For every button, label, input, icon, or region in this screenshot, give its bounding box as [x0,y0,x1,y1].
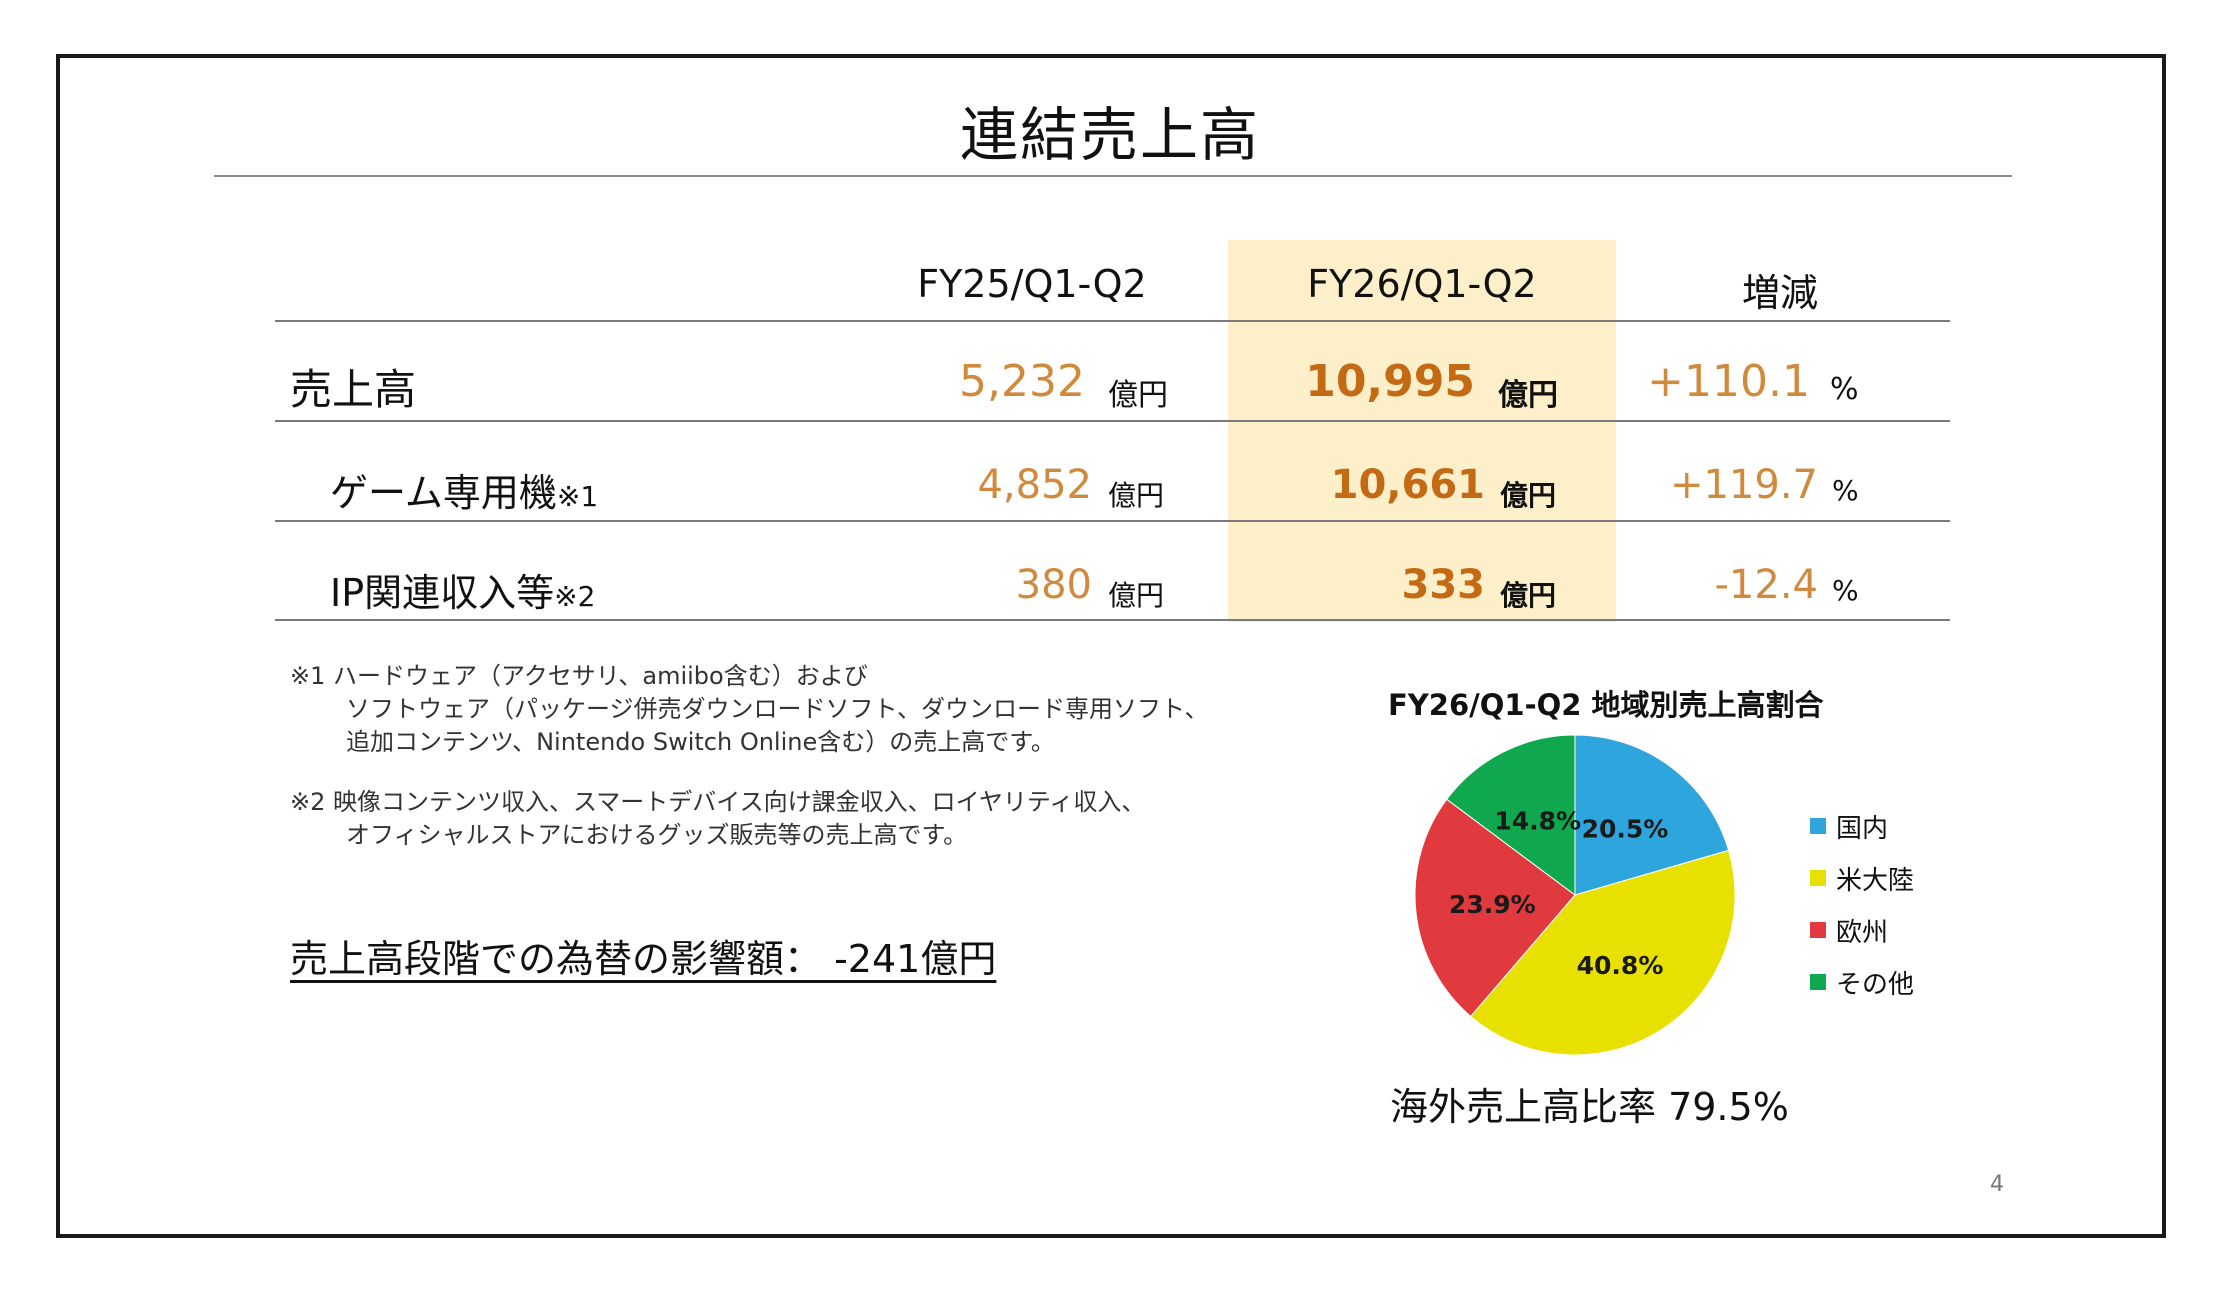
pie-label-3: 14.8% [1494,807,1581,836]
current-unit-sales: 億円 [1498,378,1558,413]
pie-label-0: 20.5% [1582,814,1669,843]
table-rule [275,520,1950,522]
footnote-line: ソフトウェア（パッケージ併売ダウンロードソフト、ダウンロード専用ソフト、 [346,695,1209,723]
prev-unit-sales: 億円 [1108,378,1168,413]
table-rule [275,619,1950,621]
row-note: ※1 [556,480,599,513]
page-number: 4 [1990,1172,2004,1197]
prev-value-hardware: 4,852 [977,462,1092,508]
row-label-text: 売上高 [290,365,417,414]
header-change: 増減 [1741,271,1818,315]
change-unit-ip: % [1832,574,1859,607]
footnote-line: 追加コンテンツ、Nintendo Switch Online含む）の売上高です。 [346,728,1055,756]
page-title: 連結売上高 [959,101,1260,169]
prev-value-ip: 380 [1015,562,1092,608]
current-unit-hardware: 億円 [1500,479,1557,512]
legend-label: 米大陸 [1836,865,1915,896]
pie-label-2: 23.9% [1449,890,1536,919]
prev-unit-hardware: 億円 [1108,479,1165,512]
row-label-text: ゲーム専用機 [330,471,557,515]
prev-value-sales: 5,232 [959,356,1085,407]
pie-slice-3 [1446,734,1576,896]
footnote-1: ※1 ハードウェア（アクセサリ、amiibo含む）および ソフトウェア（パッケー… [290,660,1209,759]
change-value-hardware: +119.7 [1669,462,1818,508]
row-note: ※2 [554,580,596,613]
current-value-ip: 333 [1401,562,1486,608]
footnote-line: ※1 ハードウェア（アクセサリ、amiibo含む）および [290,662,868,690]
change-unit-sales: % [1830,372,1859,407]
current-period-highlight [1228,240,1616,622]
legend-item: 国内 [1810,800,1914,852]
legend-swatch [1810,818,1826,834]
footnote-line: ※2 映像コンテンツ収入、スマートデバイス向け課金収入、ロイヤリティ収入、 [290,788,1146,816]
change-value-sales: +110.1 [1647,356,1810,407]
prev-unit-ip: 億円 [1108,579,1165,612]
pie-slice-2 [1414,798,1576,1018]
row-label-sales: 売上高 [290,356,416,417]
row-label-ip-revenue: IP関連収入等※2 [330,562,595,617]
legend-swatch [1810,922,1826,938]
slide-frame [56,54,2166,1238]
footnote-line: オフィシャルストアにおけるグッズ販売等の売上高です。 [346,821,968,849]
legend-item: 欧州 [1810,904,1914,956]
legend-swatch [1810,974,1826,990]
change-value-ip: -12.4 [1714,562,1819,608]
current-value-sales: 10,995 [1305,356,1475,407]
footnote-2: ※2 映像コンテンツ収入、スマートデバイス向け課金収入、ロイヤリティ収入、 オフ… [290,786,1145,852]
legend-label: 国内 [1836,813,1889,844]
header-prev-period: FY25/Q1-Q2 [917,262,1147,306]
pie-label-1: 40.8% [1577,951,1664,980]
change-unit-hardware: % [1832,474,1859,507]
current-value-hardware: 10,661 [1330,462,1485,508]
legend-item: その他 [1810,956,1914,1008]
legend-swatch [1810,870,1826,886]
chart-title: FY26/Q1-Q2 地域別売上高割合 [1388,688,1824,722]
pie-slice-1 [1470,849,1736,1056]
legend-item: 米大陸 [1810,852,1914,904]
legend-label: 欧州 [1836,917,1889,948]
overseas-ratio: 海外売上高比率 79.5% [1390,1085,1789,1129]
pie-chart: 20.5% 40.8% 23.9% 14.8% [1414,734,1736,1056]
header-current-period: FY26/Q1-Q2 [1307,262,1537,306]
chart-legend: 国内米大陸欧州その他 [1810,800,1914,1008]
current-unit-ip: 億円 [1500,579,1557,612]
fx-impact: 売上高段階での為替の影響額： -241億円 [290,937,997,981]
table-rule [275,420,1950,422]
row-label-text: IP関連収入等 [330,571,555,615]
row-label-dedicated-hardware: ゲーム専用機※1 [330,462,598,517]
table-rule [275,320,1950,322]
pie-slice-0 [1574,734,1730,896]
title-divider [214,175,2012,177]
legend-label: その他 [1836,969,1915,1000]
